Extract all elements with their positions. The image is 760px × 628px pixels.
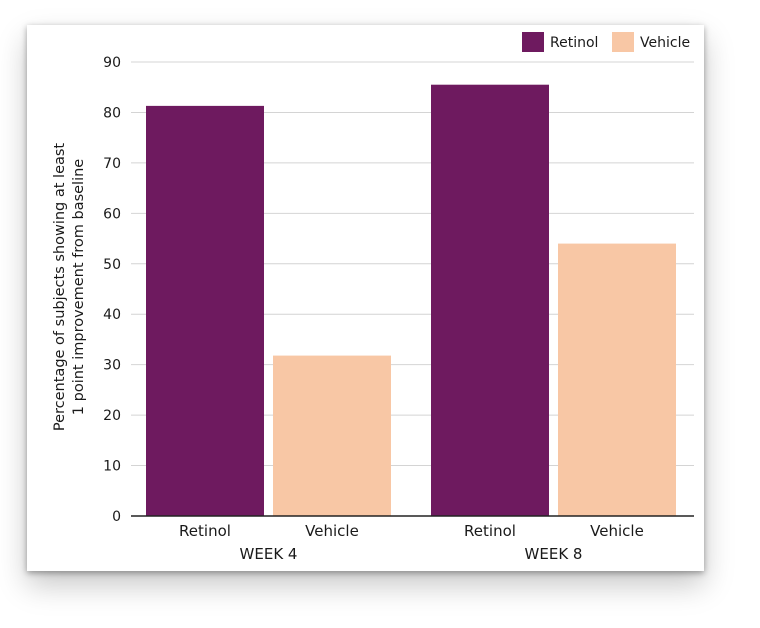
legend-swatch-vehicle [612, 32, 634, 52]
legend-swatch-retinol [522, 32, 544, 52]
legend-label-vehicle: Vehicle [640, 35, 690, 51]
chart-card: 0 10 20 30 40 50 60 70 80 90 Retinol Vehicle Retino… [27, 25, 704, 571]
x-category-label: Retinol [179, 522, 231, 540]
y-tick-label: 90 [103, 55, 121, 71]
x-category-labels: Retinol Vehicle Retinol Vehicle [179, 522, 644, 540]
bar-retinol-week-8 [431, 84, 549, 516]
y-tick-labels: 0 10 20 30 40 50 60 70 80 90 [103, 55, 121, 525]
legend: Retinol Vehicle [522, 32, 690, 52]
y-tick-label: 20 [103, 408, 121, 424]
y-tick-label: 50 [103, 257, 121, 273]
y-tick-label: 80 [103, 105, 121, 121]
y-tick-label: 0 [112, 509, 121, 525]
x-group-label: WEEK 8 [525, 545, 583, 563]
y-tick-label: 60 [103, 206, 121, 222]
y-axis-label-line: 1 point improvement from baseline [71, 159, 87, 415]
legend-label-retinol: Retinol [550, 35, 598, 51]
y-tick-label: 70 [103, 156, 121, 172]
x-group-labels: WEEK 4 WEEK 8 [240, 545, 583, 563]
y-axis-label-line: Percentage of subjects showing at least [52, 143, 68, 432]
x-category-label: Vehicle [305, 522, 359, 540]
x-group-label: WEEK 4 [240, 545, 298, 563]
x-category-label: Retinol [464, 522, 516, 540]
bars [146, 84, 676, 517]
bar-retinol-week-4 [146, 105, 264, 517]
bar-vehicle-week-8 [558, 243, 676, 516]
bar-vehicle-week-4 [273, 355, 391, 516]
y-axis-label: Percentage of subjects showing at least 1… [52, 143, 87, 432]
y-tick-label: 10 [103, 459, 121, 475]
y-tick-label: 40 [103, 307, 121, 323]
y-tick-label: 30 [103, 358, 121, 374]
x-category-label: Vehicle [590, 522, 644, 540]
